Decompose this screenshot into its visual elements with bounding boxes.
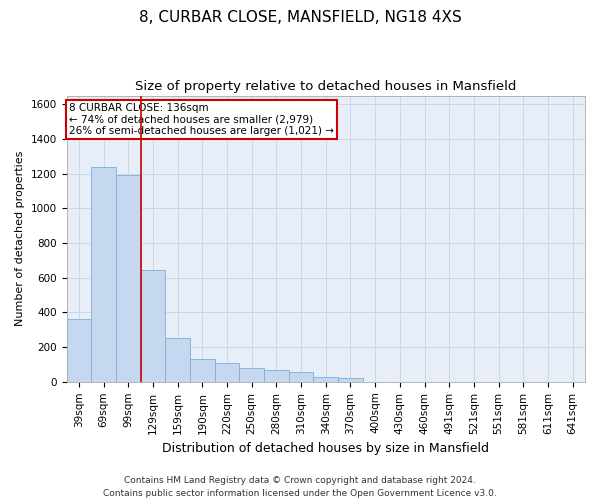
Text: 8 CURBAR CLOSE: 136sqm
← 74% of detached houses are smaller (2,979)
26% of semi-: 8 CURBAR CLOSE: 136sqm ← 74% of detached… xyxy=(69,102,334,136)
Bar xyxy=(116,176,140,382)
Bar xyxy=(215,362,239,382)
Text: 8, CURBAR CLOSE, MANSFIELD, NG18 4XS: 8, CURBAR CLOSE, MANSFIELD, NG18 4XS xyxy=(139,10,461,25)
Y-axis label: Number of detached properties: Number of detached properties xyxy=(15,151,25,326)
Bar xyxy=(313,376,338,382)
X-axis label: Distribution of detached houses by size in Mansfield: Distribution of detached houses by size … xyxy=(162,442,489,455)
Bar xyxy=(239,368,264,382)
Text: Contains HM Land Registry data © Crown copyright and database right 2024.
Contai: Contains HM Land Registry data © Crown c… xyxy=(103,476,497,498)
Title: Size of property relative to detached houses in Mansfield: Size of property relative to detached ho… xyxy=(135,80,517,93)
Bar xyxy=(190,360,215,382)
Bar xyxy=(91,166,116,382)
Bar xyxy=(289,372,313,382)
Bar xyxy=(338,378,363,382)
Bar xyxy=(67,320,91,382)
Bar xyxy=(165,338,190,382)
Bar xyxy=(140,270,165,382)
Bar xyxy=(264,370,289,382)
